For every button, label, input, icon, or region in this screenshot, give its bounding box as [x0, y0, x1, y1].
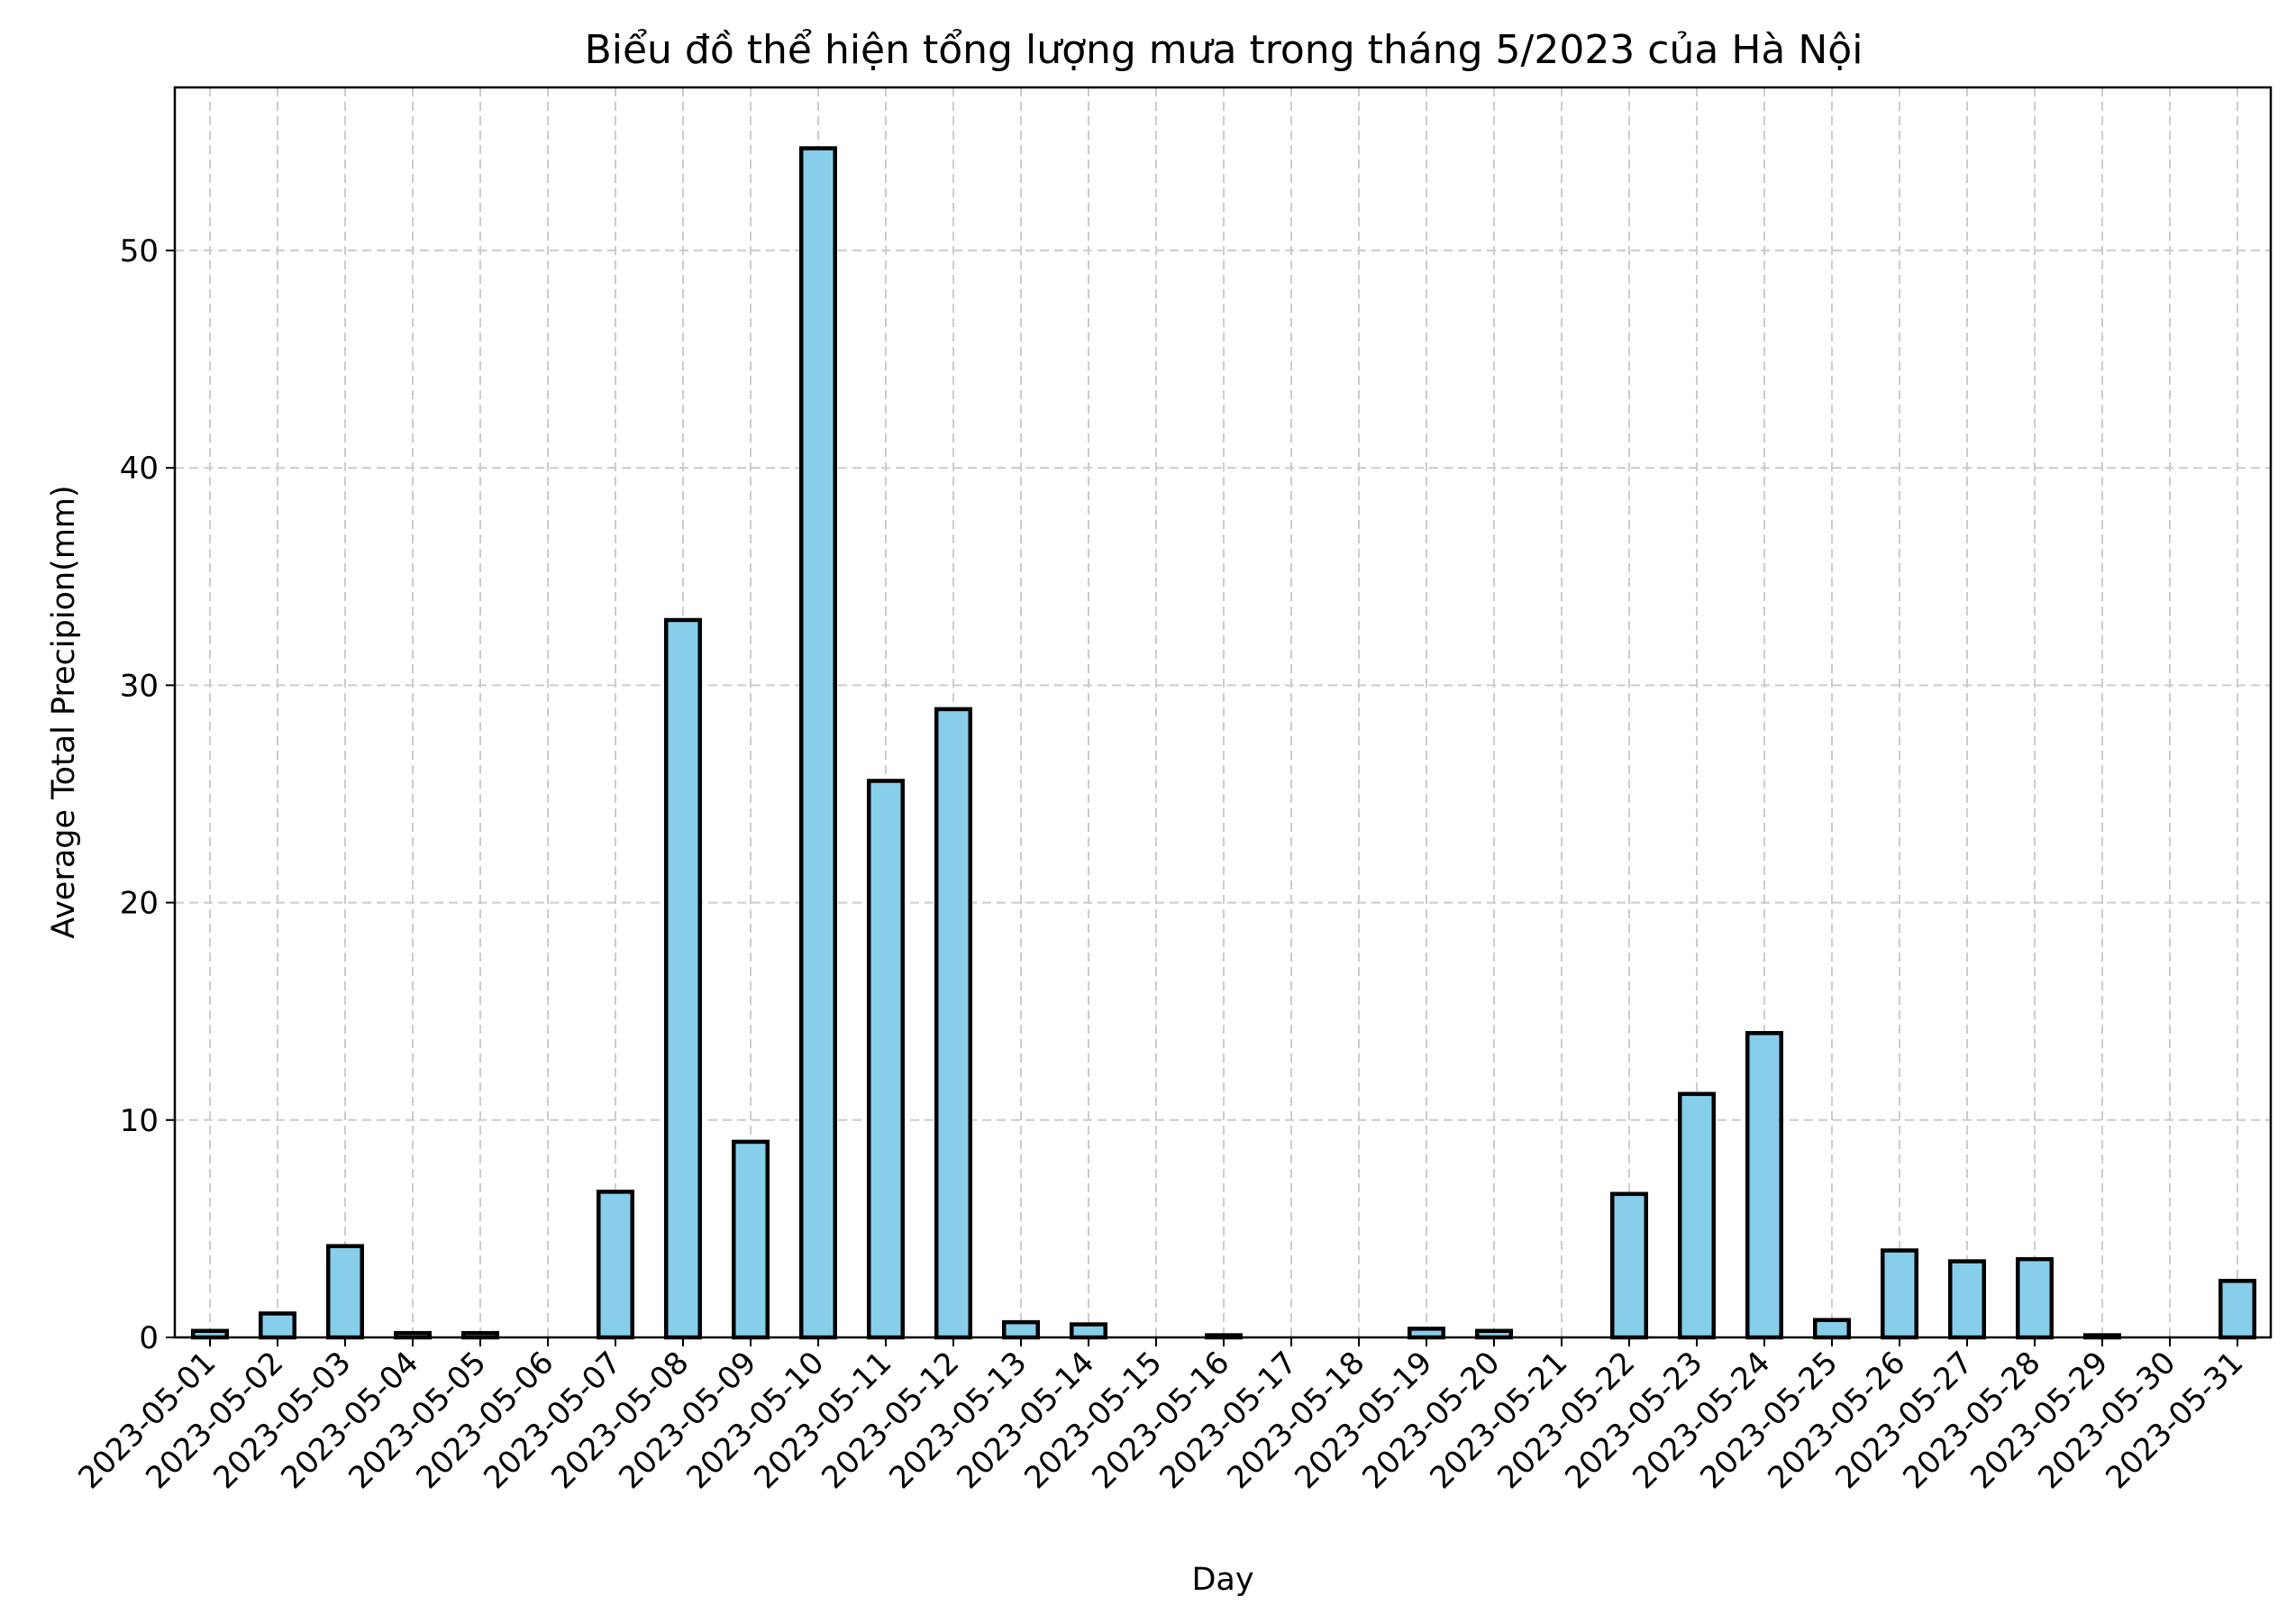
bar [259, 1311, 296, 1340]
x-axis-ticks: 2023-05-012023-05-022023-05-032023-05-04… [71, 1337, 2250, 1496]
bar [1610, 1191, 1648, 1340]
bar [1881, 1248, 1918, 1340]
bar [1070, 1322, 1107, 1340]
y-axis-ticks: 0 10 20 30 40 50 [120, 233, 175, 1356]
bar [597, 1190, 634, 1340]
bar [2016, 1256, 2054, 1340]
bar [326, 1244, 364, 1340]
y-axis-label: Average Total Precipion(mm) [46, 485, 82, 938]
bar [1002, 1319, 1040, 1340]
chart-title: Biểu đồ thể hiện tổng lượng mưa trong th… [585, 27, 1863, 73]
y-tick-label: 20 [120, 886, 159, 922]
y-tick-label: 50 [120, 233, 159, 269]
bar [664, 617, 702, 1340]
x-axis-label: Day [1191, 1562, 1253, 1598]
bar [934, 707, 972, 1340]
bar [1813, 1318, 1851, 1340]
bar [732, 1139, 770, 1340]
y-tick-label: 0 [139, 1320, 159, 1356]
bar [1408, 1327, 1445, 1340]
bar [867, 779, 905, 1340]
bar [799, 146, 837, 1340]
y-tick-label: 10 [120, 1103, 159, 1139]
grid-lines [175, 87, 2271, 1338]
bar [1745, 1031, 1783, 1340]
bar [1678, 1091, 1716, 1340]
bar [2219, 1279, 2256, 1340]
y-tick-label: 30 [120, 668, 159, 704]
bar [1948, 1259, 1986, 1340]
y-tick-label: 40 [120, 451, 159, 487]
